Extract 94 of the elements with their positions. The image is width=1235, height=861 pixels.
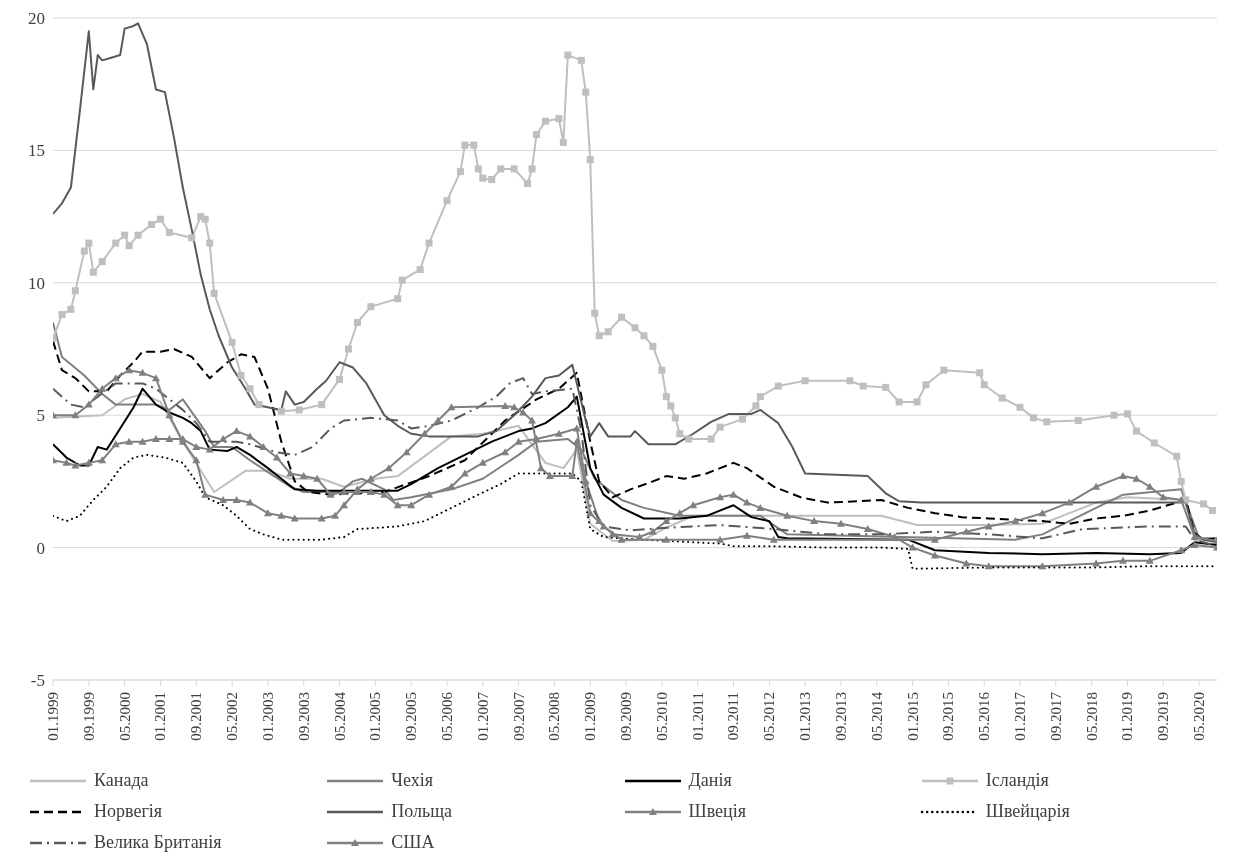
x-tick-label: 09.2005 bbox=[403, 692, 420, 741]
point bbox=[1132, 474, 1141, 482]
point bbox=[447, 403, 456, 411]
x-tick-label: 09.2009 bbox=[618, 692, 635, 741]
point bbox=[1118, 472, 1127, 480]
x-tick-label: 05.2002 bbox=[224, 692, 241, 741]
point bbox=[769, 535, 778, 543]
point bbox=[277, 511, 286, 519]
point bbox=[232, 495, 241, 503]
x-tick-label: 05.2014 bbox=[868, 691, 885, 741]
point bbox=[586, 509, 595, 517]
legend-label: Польща bbox=[391, 801, 453, 822]
point bbox=[84, 400, 93, 408]
legend-label: Велика Британія bbox=[94, 832, 222, 853]
x-tick-label: 01.2005 bbox=[367, 692, 384, 741]
x-tick-label: 05.2016 bbox=[976, 691, 993, 741]
x-tick-label: 01.2019 bbox=[1119, 692, 1136, 741]
legend-label: Ісландія bbox=[985, 770, 1049, 791]
point bbox=[519, 408, 528, 416]
point bbox=[331, 511, 340, 519]
y-tick-label: 5 bbox=[36, 406, 45, 426]
legend-label: Швейцарія bbox=[985, 801, 1070, 822]
point bbox=[962, 527, 971, 535]
x-tick-label: 05.2018 bbox=[1083, 692, 1100, 741]
x-tick-label: 09.2015 bbox=[940, 692, 957, 741]
y-tick-label: 15 bbox=[28, 141, 45, 161]
point bbox=[617, 535, 626, 543]
point bbox=[1092, 482, 1101, 490]
x-tick-label: 05.2008 bbox=[546, 692, 563, 741]
x-tick-label: 01.2009 bbox=[582, 692, 599, 741]
x-tick-label: 09.2011 bbox=[725, 692, 742, 741]
point bbox=[742, 531, 751, 539]
legend-label: Швеція bbox=[688, 801, 746, 822]
x-tick-label: 01.2017 bbox=[1012, 691, 1029, 741]
x-tick-label: 09.2001 bbox=[188, 692, 205, 741]
point bbox=[245, 498, 254, 506]
x-tick-label: 05.2000 bbox=[116, 692, 133, 741]
x-tick-label: 05.2012 bbox=[761, 692, 778, 741]
x-tick-label: 01.2007 bbox=[474, 691, 491, 741]
point bbox=[138, 368, 147, 376]
point bbox=[1038, 509, 1047, 517]
point bbox=[662, 535, 671, 543]
point bbox=[219, 495, 228, 503]
x-tick-label: 01.1999 bbox=[45, 692, 61, 741]
point bbox=[420, 429, 429, 437]
point bbox=[572, 437, 581, 445]
point bbox=[192, 456, 201, 464]
point bbox=[568, 472, 577, 480]
x-tick-label: 05.2004 bbox=[331, 691, 348, 741]
legend-label: Канада bbox=[94, 770, 149, 791]
point bbox=[201, 490, 210, 498]
point bbox=[151, 374, 160, 382]
x-tick-label: 01.2013 bbox=[797, 692, 814, 741]
x-tick-label: 01.2003 bbox=[259, 692, 276, 741]
x-tick-label: 09.2003 bbox=[295, 692, 312, 741]
point bbox=[1065, 498, 1074, 506]
y-tick-label: -5 bbox=[30, 671, 45, 691]
x-tick-label: 01.2011 bbox=[689, 692, 706, 741]
x-tick-label: 09.1999 bbox=[80, 692, 97, 741]
point bbox=[165, 411, 174, 419]
point bbox=[125, 366, 134, 374]
point bbox=[501, 401, 510, 409]
point bbox=[98, 384, 107, 392]
x-tick-label: 01.2001 bbox=[152, 692, 169, 741]
x-tick-label: 09.2007 bbox=[510, 691, 527, 741]
y-tick-label: 10 bbox=[28, 273, 45, 293]
legend-label: Чехія bbox=[391, 770, 433, 791]
point bbox=[402, 448, 411, 456]
point bbox=[930, 535, 939, 543]
x-tick-label: 05.2006 bbox=[438, 691, 455, 741]
x-tick-label: 05.2010 bbox=[653, 692, 670, 741]
point bbox=[545, 472, 554, 480]
point bbox=[71, 411, 80, 419]
legend-label: Норвегія bbox=[94, 801, 163, 822]
x-tick-label: 09.2017 bbox=[1047, 691, 1064, 741]
point bbox=[340, 501, 348, 509]
y-tick-label: 20 bbox=[28, 9, 45, 29]
point bbox=[1011, 517, 1020, 525]
point bbox=[716, 535, 725, 543]
x-tick-label: 01.2015 bbox=[904, 692, 921, 741]
x-tick-label: 09.2019 bbox=[1155, 692, 1172, 741]
legend-label: Данія bbox=[688, 770, 732, 791]
y-tick-label: 0 bbox=[36, 538, 45, 558]
point bbox=[1159, 493, 1168, 501]
point bbox=[384, 464, 393, 472]
x-tick-label: 09.2013 bbox=[832, 692, 849, 741]
point bbox=[1190, 533, 1199, 541]
legend-label: США bbox=[391, 832, 435, 853]
point bbox=[1145, 482, 1154, 490]
point bbox=[536, 464, 545, 472]
point bbox=[111, 374, 120, 382]
point bbox=[1177, 495, 1186, 503]
x-tick-label: 05.2020 bbox=[1191, 692, 1208, 741]
point bbox=[263, 509, 272, 517]
